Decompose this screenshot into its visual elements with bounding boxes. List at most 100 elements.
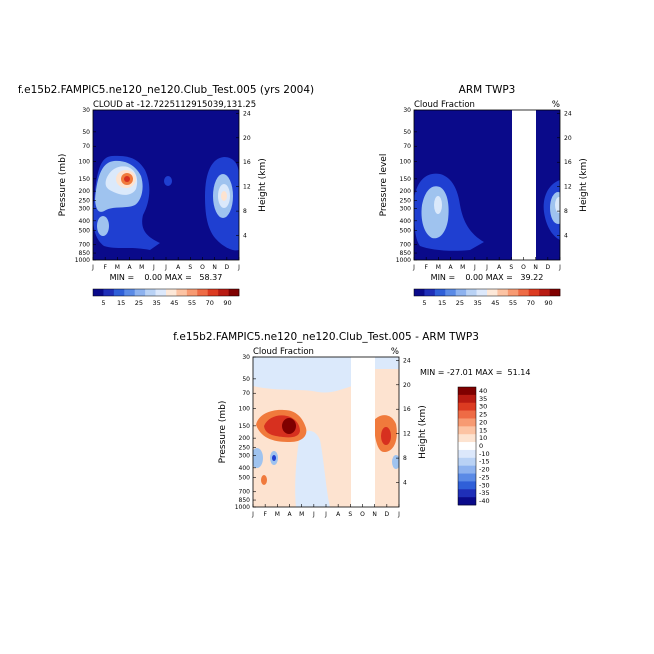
model-title: f.e15b2.FAMPIC5.ne120_ne120.Club_Test.00… [18,84,314,96]
model-xtick-label-5: J [152,264,155,271]
diff-ytick-label-right-2: 16 [403,406,411,413]
diff-colorbar-label-13: -35 [479,489,490,497]
obs-xtick-label-9: O [521,264,526,271]
diff-xtick-label-5: J [312,511,315,518]
model-xtick-label-10: N [212,264,217,271]
model-ytick-label-left-7: 300 [79,205,91,212]
diff-early-core [282,418,296,434]
diff-ylabel-right: Height (km) [418,405,428,459]
diff-panel: f.e15b2.FAMPIC5.ne120_ne120.Club_Test.00… [173,331,530,518]
obs-colorbar: 5 15 25 35 45 55 70 90 [413,288,561,307]
model-colorbar-swatch-7 [166,289,177,296]
model-ytick-label-right-0: 24 [243,110,251,117]
obs-xtick-label-7: A [497,264,502,271]
obs-xtick-label-3: A [448,264,453,271]
model-field [93,110,239,260]
diff-ytick-label-left-12: 1000 [235,504,250,511]
obs-ytick-label-right-5: 4 [564,233,568,240]
model-colorbar-swatch-0 [93,289,104,296]
diff-xtick-label-3: A [287,511,292,518]
model-small-cell [164,176,172,186]
diff-colorbar-label-2: 30 [479,403,487,411]
diff-units: % [391,347,399,357]
diff-colorbar-swatch-0 [458,387,476,396]
diff-title: f.e15b2.FAMPIC5.ne120_ne120.Club_Test.00… [173,331,479,343]
obs-xtick-label-5: J [473,264,476,271]
model-ytick-label-right-4: 8 [243,208,247,215]
obs-colorbar-swatch-11 [528,289,540,296]
model-ylabel-right: Height (km) [258,158,268,212]
diff-missing-data [351,357,375,507]
diff-ytick-label-left-7: 300 [239,452,251,459]
diff-late-core [381,427,391,445]
obs-colorbar-swatch-7 [487,289,498,296]
diff-stats: MIN = -27.01 MAX = 51.14 [420,368,530,377]
diff-ytick-label-left-1: 50 [242,376,250,383]
model-colorbar-swatch-12 [218,289,229,296]
diff-ytick-label-left-4: 150 [239,423,251,430]
obs-colorbar-label-7: 90 [544,299,552,307]
diff-colorbar-label-14: -40 [479,497,490,505]
obs-panel: ARM TWP3 Cloud Fraction % 30 50 70 100 150 20… [379,84,589,307]
diff-ytick-label-left-3: 100 [239,406,251,413]
diff-ytick-label-right-1: 20 [403,382,411,389]
diff-field [253,357,399,507]
model-colorbar-swatch-13 [228,289,240,296]
diff-colorbar-label-8: -10 [479,450,490,458]
model-ytick-label-left-11: 850 [79,250,91,257]
diff-colorbar-label-6: 10 [479,434,487,442]
obs-ytick-label-right-4: 8 [564,208,568,215]
obs-ytick-label-left-3: 100 [400,159,412,166]
obs-ytick-label-left-0: 30 [403,107,411,114]
diff-colorbar-swatch-12 [458,481,476,490]
diff-colorbar-swatch-6 [458,434,476,443]
model-colorbar-swatch-3 [124,289,136,296]
diff-late-blue [392,455,399,469]
model-colorbar-swatch-8 [176,289,188,296]
diff-colorbar-label-5: 15 [479,426,487,434]
diff-colorbar-swatch-4 [458,418,476,427]
model-contour-red [124,176,130,182]
obs-colorbar-swatch-9 [507,289,519,296]
diff-ytick-label-left-8: 400 [239,465,251,472]
diff-colorbar-swatch-8 [458,449,476,459]
diff-xtick-label-2: M [275,511,280,518]
model-xtick-label-6: J [164,264,167,271]
model-colorbar-label-3: 35 [152,299,160,307]
model-ytick-label-left-1: 50 [82,129,90,136]
diff-pale-blue-column [295,430,330,507]
diff-ytick-label-left-9: 500 [239,474,251,481]
obs-xtick-label-11: D [546,264,551,271]
model-colorbar-swatch-10 [197,289,209,296]
diff-xtick-label-4: M [299,511,304,518]
diff-colorbar-label-9: -15 [479,458,490,466]
obs-colorbar-label-5: 55 [509,299,517,307]
model-ytick-label-left-10: 700 [79,242,91,249]
diff-ytick-label-left-5: 200 [239,435,251,442]
obs-contour-pale [434,196,442,214]
model-colorbar-swatch-5 [145,289,156,296]
model-colorbar-label-5: 55 [188,299,196,307]
diff-colorbar-swatch-5 [458,426,476,435]
model-colorbar-swatch-1 [103,289,115,296]
model-xtick-label-0: J [91,264,94,271]
obs-units: % [552,100,560,110]
model-xtick-label-12: J [237,264,240,271]
diff-xtick-label-9: O [360,511,365,518]
obs-xtick-label-0: J [412,264,415,271]
model-ylabel-left: Pressure (mb) [58,154,68,217]
obs-colorbar-swatch-10 [518,289,530,296]
model-colorbar-border [92,288,240,297]
diff-colorbar-label-4: 20 [479,418,487,426]
diff-blue-left-c [272,455,276,461]
obs-xtick-label-1: F [424,264,428,271]
obs-colorbar-swatch-13 [549,289,561,296]
model-xtick-label-3: A [127,264,132,271]
obs-stats: MIN = 0.00 MAX = 39.22 [431,273,544,282]
diff-colorbar-swatch-2 [458,402,476,411]
obs-colorbar-swatch-3 [445,289,457,296]
obs-ytick-label-left-9: 500 [400,227,412,234]
model-colorbar-label-6: 70 [206,299,214,307]
diff-ytick-label-right-5: 4 [403,480,407,487]
